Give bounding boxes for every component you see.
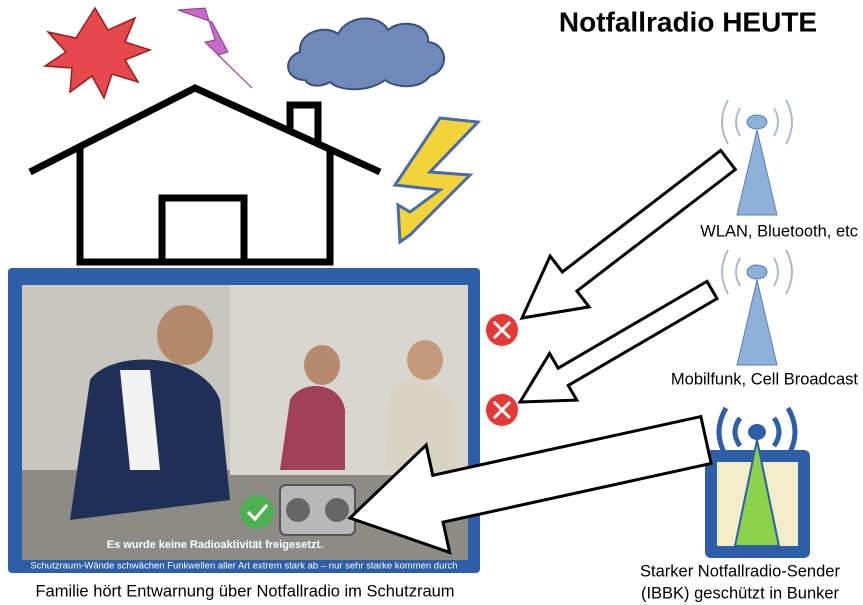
source-label: Starker Notfallradio-Sender [640, 562, 840, 580]
check-icon [240, 495, 274, 529]
house [30, 88, 380, 262]
tower-emergency [705, 408, 810, 558]
cloud [288, 18, 444, 89]
tower-wlan [722, 100, 792, 215]
title: Notfallradio HEUTE [559, 6, 817, 37]
source-label: WLAN, Bluetooth, etc [700, 222, 858, 240]
scene: Es wurde keine Radioaktivität freigesetz… [0, 0, 863, 605]
photo-caption: Schutzraum-Wände schwächen Funkwellen al… [30, 561, 457, 572]
tower-mobile [722, 250, 792, 365]
lightning-pink [178, 8, 252, 88]
footer: Familie hört Entwarnung über Notfallradi… [35, 582, 454, 600]
source-label: (IBBK) geschützt in Bunker [641, 584, 840, 602]
lightning-yellow [395, 118, 478, 242]
source-label: Mobilfunk, Cell Broadcast [671, 370, 858, 388]
photo-subtitle: Es wurde keine Radioaktivität freigesetz… [107, 539, 323, 551]
explosion [45, 8, 150, 98]
